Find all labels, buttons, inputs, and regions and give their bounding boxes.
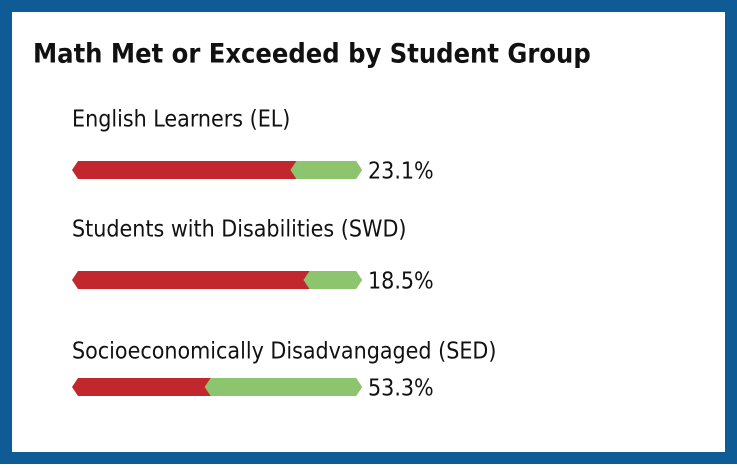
category-label: English Learners (EL) — [72, 107, 290, 133]
value-label: 23.1% — [368, 159, 434, 185]
bar — [303, 271, 362, 289]
value-label: 53.3% — [368, 376, 434, 402]
bar — [204, 378, 362, 396]
chart-title: Math Met or Exceeded by Student Group — [33, 39, 591, 70]
category-label: Students with Disabilities (SWD) — [72, 217, 406, 243]
bar-track — [72, 271, 362, 289]
value-label: 18.5% — [368, 269, 434, 295]
category-label: Socioeconomically Disadvangaged (SED) — [72, 339, 496, 365]
bar — [290, 161, 362, 179]
bar-track — [72, 161, 362, 179]
